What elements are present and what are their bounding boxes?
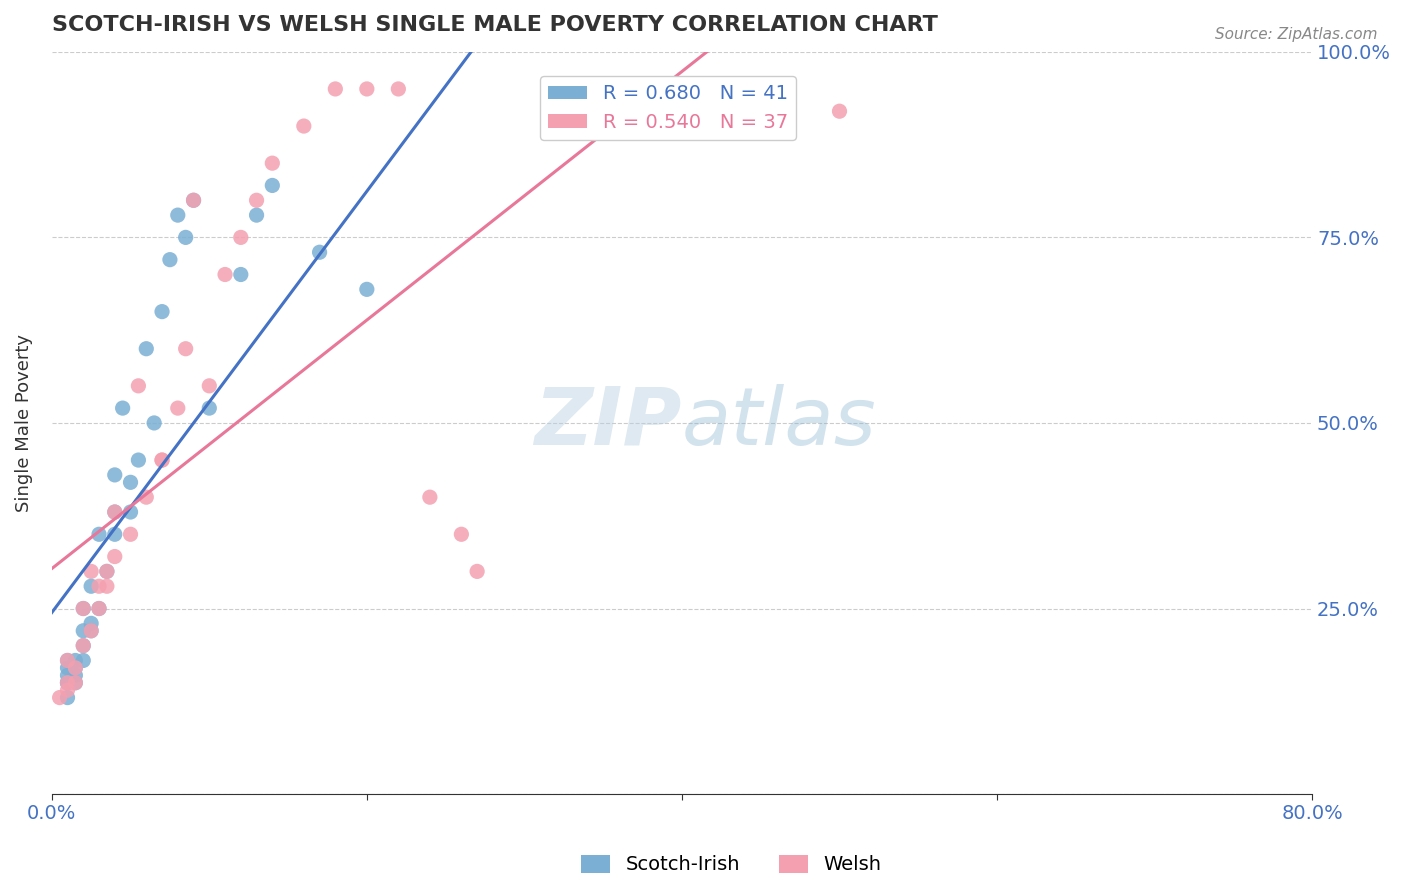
Point: [143, 416, 166, 430]
Point: [292, 119, 315, 133]
Point: [166, 208, 188, 222]
Point: [245, 208, 267, 222]
Point: [80, 624, 103, 638]
Point: [828, 104, 851, 119]
Point: [65, 661, 87, 675]
Point: [150, 304, 173, 318]
Point: [87, 579, 110, 593]
Point: [325, 82, 347, 96]
Point: [104, 505, 127, 519]
Point: [72, 653, 94, 667]
Point: [356, 282, 378, 296]
Point: [150, 453, 173, 467]
Point: [183, 194, 205, 208]
Point: [198, 401, 221, 416]
Point: [56, 690, 79, 705]
Point: [56, 653, 79, 667]
Text: ZIP: ZIP: [534, 384, 682, 462]
Point: [214, 268, 236, 282]
Point: [72, 624, 94, 638]
Point: [65, 661, 87, 675]
Point: [65, 668, 87, 682]
Point: [262, 178, 284, 193]
Point: [465, 565, 488, 579]
Point: [72, 639, 94, 653]
Point: [166, 401, 188, 416]
Point: [56, 653, 79, 667]
Point: [87, 601, 110, 615]
Point: [56, 661, 79, 675]
Point: [65, 675, 87, 690]
Point: [80, 565, 103, 579]
Point: [135, 490, 157, 504]
Point: [419, 490, 441, 504]
Point: [104, 549, 127, 564]
Point: [229, 230, 252, 244]
Point: [56, 675, 79, 690]
Point: [104, 505, 127, 519]
Point: [245, 194, 267, 208]
Point: [229, 268, 252, 282]
Point: [87, 601, 110, 615]
Point: [135, 342, 157, 356]
Point: [56, 668, 79, 682]
Point: [80, 624, 103, 638]
Legend: R = 0.680   N = 41, R = 0.540   N = 37: R = 0.680 N = 41, R = 0.540 N = 37: [540, 77, 796, 140]
Point: [159, 252, 181, 267]
Point: [120, 505, 142, 519]
Point: [262, 156, 284, 170]
Point: [104, 467, 127, 482]
Point: [104, 527, 127, 541]
Point: [198, 379, 221, 393]
Point: [120, 527, 142, 541]
Point: [174, 230, 197, 244]
Text: atlas: atlas: [682, 384, 877, 462]
Point: [56, 675, 79, 690]
Point: [56, 675, 79, 690]
Point: [308, 245, 330, 260]
Text: SCOTCH-IRISH VS WELSH SINGLE MALE POVERTY CORRELATION CHART: SCOTCH-IRISH VS WELSH SINGLE MALE POVERT…: [52, 15, 938, 35]
Point: [96, 565, 118, 579]
Point: [80, 616, 103, 631]
Point: [87, 527, 110, 541]
Point: [80, 579, 103, 593]
Point: [65, 653, 87, 667]
Point: [183, 194, 205, 208]
Point: [111, 401, 134, 416]
Point: [72, 639, 94, 653]
Point: [120, 475, 142, 490]
Point: [174, 342, 197, 356]
Point: [450, 527, 472, 541]
Y-axis label: Single Male Poverty: Single Male Poverty: [15, 334, 32, 512]
Point: [96, 579, 118, 593]
Point: [387, 82, 409, 96]
Point: [96, 565, 118, 579]
Point: [48, 690, 70, 705]
Legend: Scotch-Irish, Welsh: Scotch-Irish, Welsh: [572, 847, 890, 882]
Point: [356, 82, 378, 96]
Point: [150, 453, 173, 467]
Point: [56, 683, 79, 698]
Text: Source: ZipAtlas.com: Source: ZipAtlas.com: [1215, 27, 1378, 42]
Point: [65, 675, 87, 690]
Point: [72, 601, 94, 615]
Point: [72, 601, 94, 615]
Point: [127, 453, 149, 467]
Point: [640, 82, 662, 96]
Point: [127, 379, 149, 393]
